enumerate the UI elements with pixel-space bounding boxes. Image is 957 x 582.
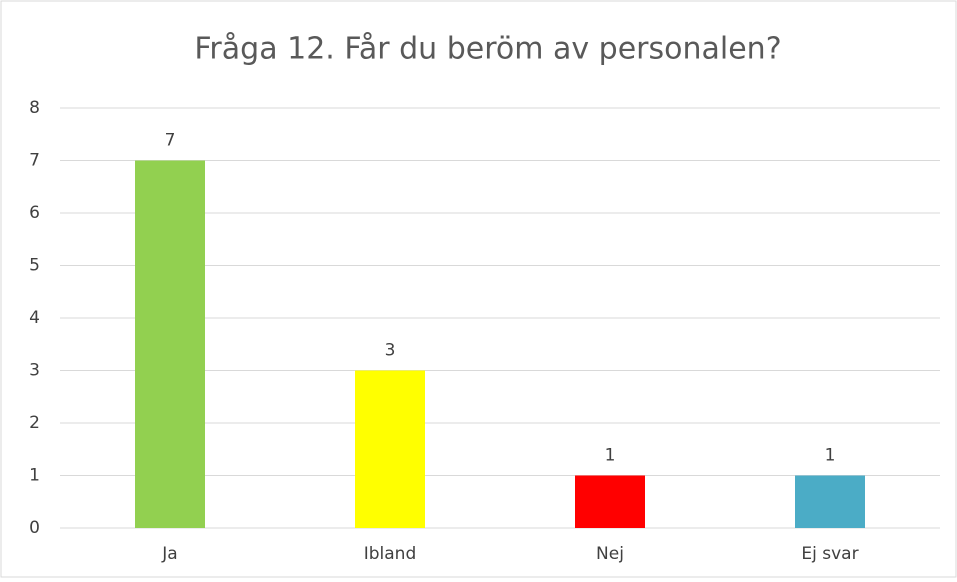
data-label: 3: [385, 341, 396, 361]
y-tick-label: 7: [29, 151, 40, 171]
y-tick-label: 4: [29, 308, 40, 328]
x-tick-label: Nej: [596, 544, 624, 564]
y-tick-label: 6: [29, 203, 40, 223]
data-label: 7: [165, 131, 176, 151]
bar: [355, 370, 425, 528]
x-tick-label: Ja: [161, 544, 177, 564]
bar: [575, 475, 645, 528]
y-tick-label: 2: [29, 413, 40, 433]
y-tick-label: 3: [29, 361, 40, 381]
data-label: 1: [825, 446, 836, 466]
chart-title: Fråga 12. Får du beröm av personalen?: [194, 32, 781, 67]
y-tick-label: 0: [29, 518, 40, 538]
bar: [135, 160, 205, 528]
data-label: 1: [605, 446, 616, 466]
bar: [795, 475, 865, 528]
y-tick-label: 1: [29, 466, 40, 486]
x-tick-label: Ibland: [364, 544, 417, 564]
y-tick-label: 5: [29, 256, 40, 276]
x-tick-label: Ej svar: [801, 544, 858, 564]
y-tick-label: 8: [29, 98, 40, 118]
